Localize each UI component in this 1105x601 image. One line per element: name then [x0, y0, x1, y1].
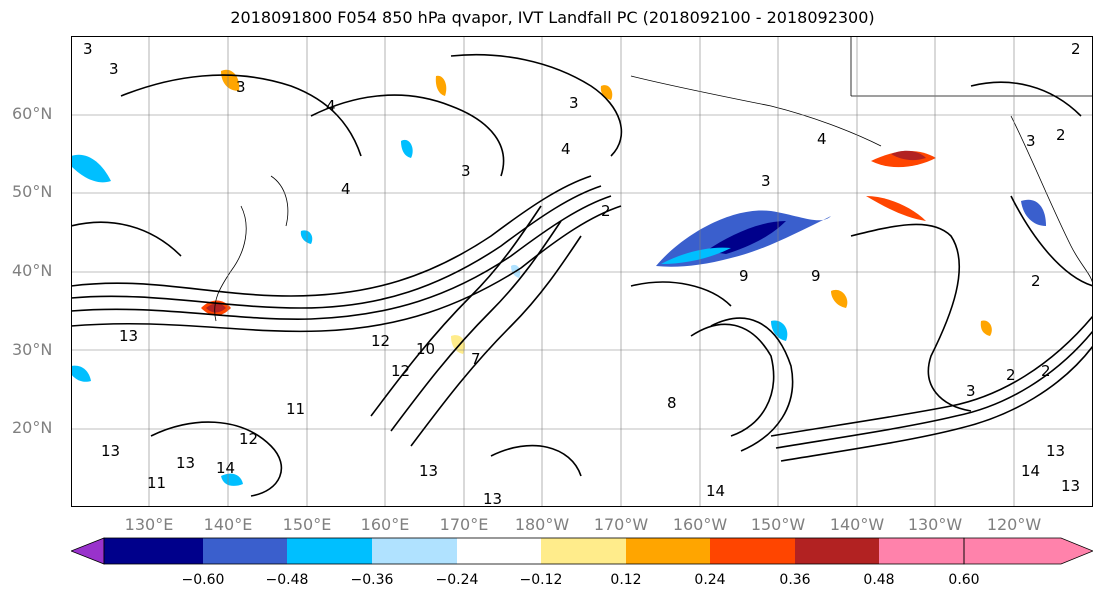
- colorbar-tick: 0.24: [694, 572, 726, 588]
- contour-label: 14: [706, 482, 725, 500]
- colorbar-tick: −0.12: [519, 572, 563, 588]
- colorbar-segment: [879, 538, 964, 564]
- contour-label: 13: [101, 442, 120, 460]
- lat-label: 30°N: [12, 340, 53, 359]
- map-background: [71, 36, 1093, 507]
- contour-label: 9: [811, 267, 821, 285]
- lat-label: 40°N: [12, 261, 53, 280]
- gridlines: [71, 36, 1093, 507]
- contour-label: 11: [286, 400, 305, 418]
- colorbar-tick: 0.36: [779, 572, 811, 588]
- lon-label: 130°W: [907, 515, 963, 534]
- contour-label: 9: [739, 267, 749, 285]
- colorbar-extend-low: [71, 537, 105, 565]
- contour-label: 2: [1041, 362, 1051, 380]
- contour-label: 3: [966, 382, 976, 400]
- map-border: [71, 36, 1093, 507]
- lat-label: 50°N: [12, 182, 53, 201]
- contour-label: 3: [109, 60, 119, 78]
- contour-label: 13: [1046, 442, 1065, 460]
- ivt-contours: [71, 53, 1093, 497]
- lon-label: 130°E: [124, 515, 174, 534]
- contour-label: 2: [1006, 366, 1016, 384]
- contour-label: 13: [1061, 477, 1080, 495]
- lon-label: 170°W: [593, 515, 649, 534]
- colorbar-segment: [104, 538, 203, 564]
- contour-label: 2: [1056, 126, 1066, 144]
- contour-labels: 3 3 3 4 4 3 3 2 4 2 4 3 2 2 13 13 12 10 …: [83, 40, 1081, 507]
- lon-label: 120°W: [986, 515, 1042, 534]
- contour-label: 4: [326, 97, 336, 115]
- colorbar-border: [103, 537, 965, 565]
- colorbar-segment: [203, 538, 287, 564]
- contour-label: 2: [601, 202, 611, 220]
- lon-label: 140°E: [203, 515, 253, 534]
- contour-label: 13: [483, 490, 502, 507]
- colorbar-tick: 0.60: [948, 572, 980, 588]
- lon-label: 150°E: [282, 515, 332, 534]
- colorbar-tick: 0.12: [610, 572, 642, 588]
- contour-label: 3: [1026, 132, 1036, 150]
- contour-label: 12: [391, 362, 410, 380]
- colorbar-segment: [541, 538, 626, 564]
- contour-label: 14: [216, 459, 235, 477]
- lat-label: 20°N: [12, 418, 53, 437]
- colorbar-segment: [287, 538, 372, 564]
- contour-label: 3: [83, 40, 93, 58]
- map-plot: 3 3 3 4 4 3 3 2 4 2 4 3 2 2 13 13 12 10 …: [71, 36, 1093, 507]
- colorbar-tick: −0.24: [435, 572, 479, 588]
- contour-label: 12: [239, 430, 258, 448]
- colorbar: [71, 537, 1093, 565]
- contour-label: 2: [1031, 272, 1041, 290]
- contour-label: 4: [817, 130, 827, 148]
- colorbar-extend-high: [963, 537, 1093, 565]
- contour-label: 3: [236, 78, 246, 96]
- contour-label: 8: [667, 394, 677, 412]
- contour-label: 14: [1021, 462, 1040, 480]
- colorbar-segment: [457, 538, 541, 564]
- contour-label: 10: [416, 340, 435, 358]
- colorbar-tick: −0.60: [181, 572, 225, 588]
- colorbar-tick: −0.48: [265, 572, 309, 588]
- colorbar-segment: [626, 538, 710, 564]
- contour-label: 13: [419, 462, 438, 480]
- lat-label: 60°N: [12, 104, 53, 123]
- colorbar-tick: −0.36: [350, 572, 394, 588]
- contour-label: 13: [119, 327, 138, 345]
- lon-label: 160°W: [672, 515, 728, 534]
- lon-label: 180°W: [514, 515, 570, 534]
- contour-label: 4: [341, 180, 351, 198]
- colorbar-tick: 0.48: [863, 572, 895, 588]
- lon-label: 140°W: [829, 515, 885, 534]
- contour-label: 4: [561, 140, 571, 158]
- map-title: 2018091800 F054 850 hPa qvapor, IVT Land…: [230, 8, 875, 27]
- contour-label: 3: [461, 162, 471, 180]
- lon-label: 160°E: [360, 515, 410, 534]
- contour-label: 3: [569, 94, 579, 112]
- contour-label: 2: [1071, 40, 1081, 58]
- contour-label: 7: [471, 350, 481, 368]
- contour-label: 3: [761, 172, 771, 190]
- lon-label: 170°E: [439, 515, 489, 534]
- colorbar-segment: [372, 538, 457, 564]
- contour-label: 11: [147, 474, 166, 492]
- colorbar-segment: [710, 538, 795, 564]
- colorbar-segment: [795, 538, 879, 564]
- contour-label: 13: [176, 454, 195, 472]
- contour-label: 12: [371, 332, 390, 350]
- lon-label: 150°W: [750, 515, 806, 534]
